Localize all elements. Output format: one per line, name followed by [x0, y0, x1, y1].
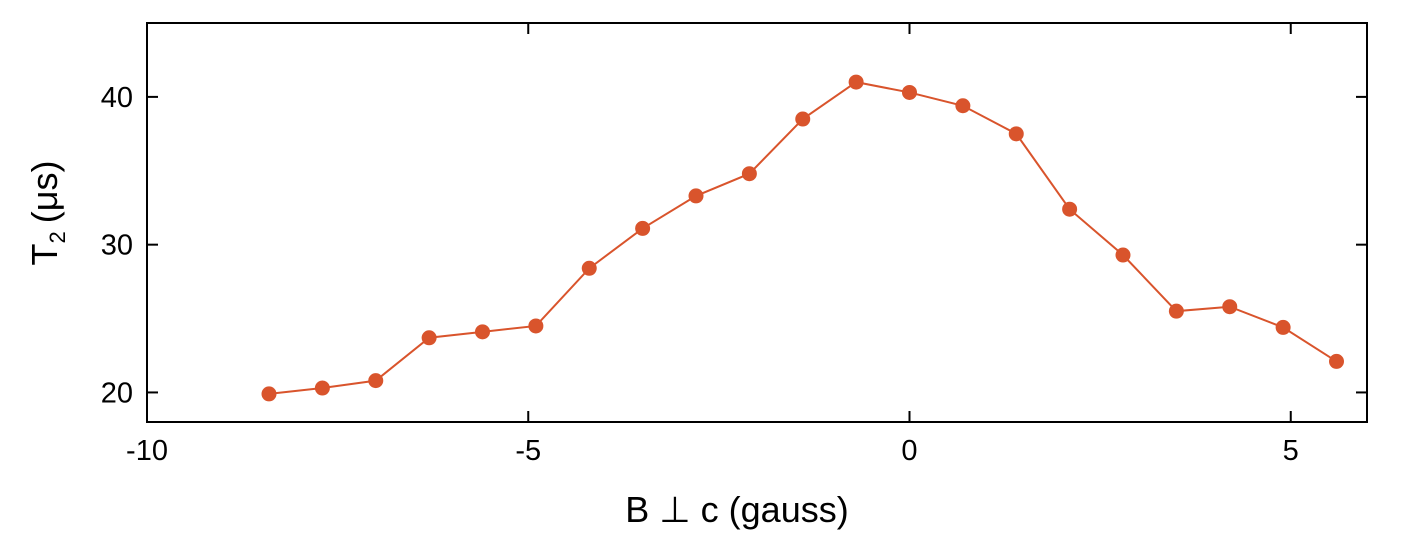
data-point [528, 318, 544, 334]
data-point [902, 84, 917, 100]
x-tick-label: 5 [1283, 435, 1299, 467]
data-point [421, 330, 437, 346]
data-point [314, 380, 330, 396]
x-tick-label: 0 [901, 435, 917, 467]
data-point [581, 260, 597, 276]
y-axis-title-subscript: 2 [45, 231, 70, 243]
x-axis-title: B ⊥ c (gauss) [625, 489, 848, 530]
data-point [1062, 201, 1078, 217]
data-point [795, 111, 811, 127]
x-tick-label: -10 [126, 435, 168, 467]
y-tick-label: 30 [101, 230, 133, 262]
data-point [261, 386, 277, 402]
x-tick-label: -5 [515, 435, 541, 467]
data-point [368, 373, 384, 389]
series-line [268, 81, 1338, 395]
data-point [475, 324, 490, 340]
y-axis-title-unit: (μs) [24, 161, 65, 224]
data-point [635, 220, 651, 236]
data-point [1115, 247, 1131, 263]
data-point [1329, 353, 1344, 369]
data-point [1275, 319, 1291, 335]
data-point [1168, 303, 1184, 319]
tick-labels: -10 -5 0 5 20 30 40 [101, 82, 1299, 467]
y-tick-label: 40 [101, 82, 133, 114]
axis-ticks [146, 23, 1367, 422]
data-point [955, 98, 971, 114]
y-axis-title: T2 (μs) [24, 161, 70, 266]
y-tick-label: 20 [101, 377, 133, 409]
data-point [688, 188, 704, 204]
series-group [261, 74, 1344, 402]
data-point [848, 74, 864, 90]
data-point [1222, 299, 1238, 315]
data-point [741, 166, 757, 182]
data-point [1008, 126, 1024, 142]
plot-frame [146, 22, 1368, 423]
y-axis-title-main: T [24, 243, 65, 265]
